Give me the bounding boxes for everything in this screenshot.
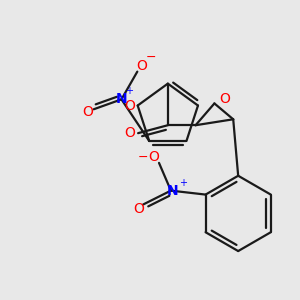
Text: O: O <box>136 59 147 73</box>
Text: O: O <box>219 92 230 106</box>
Text: O: O <box>148 150 160 164</box>
Text: N: N <box>116 92 127 106</box>
Text: N: N <box>167 184 179 198</box>
Text: +: + <box>125 86 134 96</box>
Text: O: O <box>133 202 144 216</box>
Text: +: + <box>179 178 187 188</box>
Text: −: − <box>146 51 156 64</box>
Text: O: O <box>125 126 136 140</box>
Text: O: O <box>124 98 135 112</box>
Text: −: − <box>138 150 148 164</box>
Text: O: O <box>82 105 93 119</box>
